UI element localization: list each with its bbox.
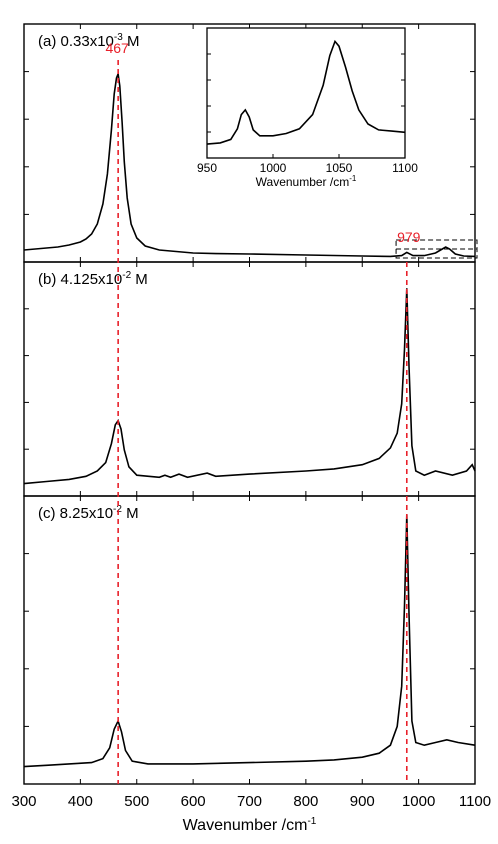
inset-spectrum-line — [206, 39, 406, 145]
panel-label-unit: M — [123, 33, 140, 50]
inset-frame — [206, 27, 406, 159]
x-axis-label: Wavenumber /cm-1 — [183, 816, 317, 834]
x-axis: 300 400 500 600 700 800 900 1000 1100 Wavenumber … — [11, 793, 491, 834]
x-tick-label: 600 — [181, 793, 206, 810]
x-tick-label: 900 — [350, 793, 375, 810]
x-tick-label: 1100 — [459, 793, 491, 810]
inset-layer: 950 1000 1050 1100 Wavenumber /cm-1 — [197, 27, 418, 189]
spectrum-line — [23, 70, 476, 258]
inset-x-axis-label-exponent: -1 — [349, 174, 357, 183]
marker-lines-layer: 467 979 — [105, 40, 421, 784]
inset-x-tick-label: 950 — [197, 161, 217, 175]
inset-x-axis-label-main: Wavenumber /cm — [256, 175, 350, 189]
spectrum-line — [23, 514, 476, 768]
panel-label: (b) 4.125x10-2 M — [38, 270, 148, 288]
spectrum-panel: (c) 8.25x10-2 M — [23, 495, 476, 785]
panel-label-exponent: -3 — [114, 32, 123, 43]
x-axis-label-main: Wavenumber /cm — [183, 817, 308, 834]
peak-marker-label: 467 — [105, 40, 129, 56]
x-tick-label: 400 — [68, 793, 93, 810]
panel-label-unit: M — [131, 271, 148, 288]
panels-layer: (a) 0.33x10-3 M(b) 4.125x10-2 M(c) 8.25x… — [23, 23, 478, 785]
panel-label-main: (b) 4.125x10 — [38, 271, 122, 288]
peak-marker-label: 979 — [397, 229, 421, 245]
inset-x-tick-label: 1100 — [392, 161, 418, 175]
panel-label-unit: M — [122, 505, 139, 522]
x-tick-label: 800 — [293, 793, 318, 810]
panel-label: (c) 8.25x10-2 M — [38, 504, 139, 522]
x-tick-label: 1000 — [402, 793, 435, 810]
inset-x-tick-label: 1050 — [326, 161, 353, 175]
x-axis-label-exponent: -1 — [307, 816, 316, 827]
panel-label-exponent: -2 — [122, 270, 131, 281]
panel-label: (a) 0.33x10-3 M — [38, 32, 139, 50]
spectrum-line — [23, 288, 476, 485]
x-tick-label: 300 — [11, 793, 36, 810]
inset-x-axis-label: Wavenumber /cm-1 — [256, 174, 357, 189]
x-tick-label: 500 — [124, 793, 149, 810]
panel-label-main: (c) 8.25x10 — [38, 505, 113, 522]
inset-x-tick-label: 1000 — [260, 161, 287, 175]
x-tick-label: 700 — [237, 793, 262, 810]
panel-label-main: (a) 0.33x10 — [38, 33, 114, 50]
panel-label-exponent: -2 — [113, 504, 122, 515]
